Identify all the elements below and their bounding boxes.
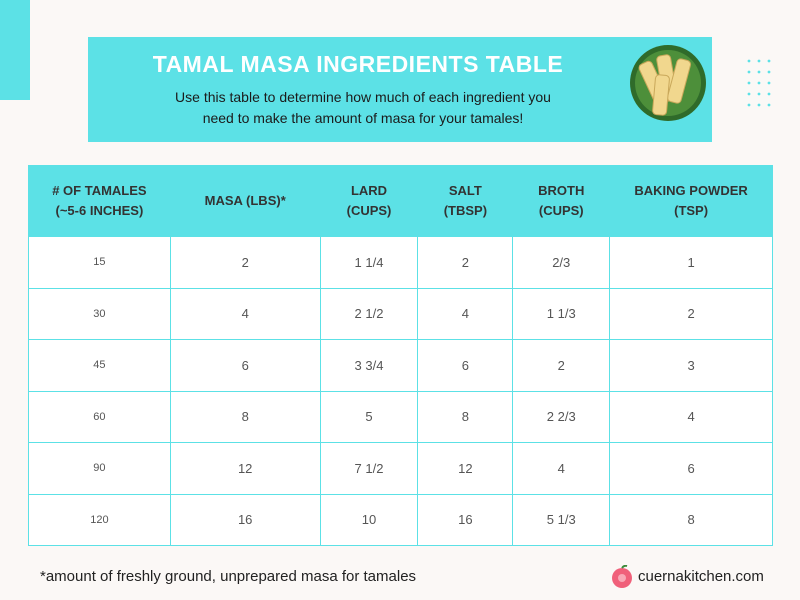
table-cell: 3 3/4 bbox=[319, 339, 419, 392]
table-cell: 16 bbox=[169, 493, 321, 546]
table-cell: 90 bbox=[28, 442, 171, 495]
column-header: SALT (TBSP) bbox=[417, 165, 514, 237]
table-cell: 2 bbox=[512, 339, 611, 392]
table-cell: 10 bbox=[319, 493, 419, 546]
table-cell: 2/3 bbox=[512, 236, 611, 289]
table-cell: 2 2/3 bbox=[512, 390, 611, 443]
table-row: 90 12 7 1/2 12 4 6 bbox=[28, 442, 773, 495]
header-line: # OF TAMALES bbox=[52, 183, 147, 198]
site-name: cuernakitchen.com bbox=[638, 568, 764, 585]
tamale-illustration bbox=[630, 45, 706, 121]
dot-pattern bbox=[747, 59, 771, 107]
table-cell: 5 1/3 bbox=[512, 493, 611, 546]
column-header: # OF TAMALES (~5-6 INCHES) bbox=[28, 165, 171, 237]
table-cell: 15 bbox=[28, 236, 171, 289]
table-cell: 45 bbox=[28, 339, 171, 392]
header-line: SALT bbox=[448, 183, 482, 198]
table-cell: 2 bbox=[169, 236, 321, 289]
table-cell: 5 bbox=[319, 390, 419, 443]
table-cell: 4 bbox=[169, 287, 321, 340]
header-line: (CUPS) bbox=[346, 203, 392, 218]
table-cell: 1 bbox=[609, 236, 773, 289]
table-cell: 2 bbox=[609, 287, 773, 340]
corner-accent bbox=[0, 0, 30, 100]
table-cell: 8 bbox=[169, 390, 321, 443]
footnote: *amount of freshly ground, unprepared ma… bbox=[40, 568, 417, 585]
table-row: 120 16 10 16 5 1/3 8 bbox=[28, 493, 773, 546]
header-line: (TBSP) bbox=[443, 203, 488, 218]
table-body: 15 2 1 1/4 2 2/3 1 30 4 2 1/2 4 1 1/3 2 45 6 3 3/4 6 2 3 6… bbox=[28, 236, 773, 546]
title: TAMAL MASA INGREDIENTS TABLE bbox=[152, 51, 564, 77]
header-line: (CUPS) bbox=[538, 203, 584, 218]
table-cell: 30 bbox=[28, 287, 171, 340]
header-line: BAKING POWDER bbox=[634, 183, 748, 198]
subtitle: Use this table to determine how much of … bbox=[175, 89, 551, 126]
table-cell: 12 bbox=[417, 442, 514, 495]
header-banner: TAMAL MASA INGREDIENTS TABLE Use this ta… bbox=[88, 37, 712, 142]
table-cell: 16 bbox=[417, 493, 514, 546]
table-cell: 2 1/2 bbox=[319, 287, 419, 340]
table-cell: 60 bbox=[28, 390, 171, 443]
header-line: (~5-6 INCHES) bbox=[55, 203, 144, 218]
table-cell: 7 1/2 bbox=[319, 442, 419, 495]
table-cell: 120 bbox=[28, 493, 171, 546]
ingredients-table: # OF TAMALES (~5-6 INCHES) MASA (LBS)* LARD… bbox=[28, 165, 773, 546]
column-header: MASA (LBS)* bbox=[169, 165, 321, 237]
header-row: # OF TAMALES (~5-6 INCHES) MASA (LBS)* LARD… bbox=[28, 165, 773, 237]
column-header: LARD (CUPS) bbox=[319, 165, 419, 237]
table-cell: 2 bbox=[417, 236, 514, 289]
table-cell: 6 bbox=[169, 339, 321, 392]
column-header: BAKING POWDER (TSP) bbox=[609, 165, 773, 237]
table-cell: 4 bbox=[512, 442, 611, 495]
header-line: LARD bbox=[350, 183, 388, 198]
table-cell: 8 bbox=[609, 493, 773, 546]
column-header: BROTH (CUPS) bbox=[512, 165, 611, 237]
table-row: 15 2 1 1/4 2 2/3 1 bbox=[28, 236, 773, 289]
table-cell: 4 bbox=[609, 390, 773, 443]
table-cell: 12 bbox=[169, 442, 321, 495]
table-row: 60 8 5 8 2 2/3 4 bbox=[28, 390, 773, 443]
table-row: 30 4 2 1/2 4 1 1/3 2 bbox=[28, 287, 773, 340]
logo bbox=[612, 565, 632, 588]
table-cell: 1 1/4 bbox=[319, 236, 419, 289]
table-cell: 4 bbox=[417, 287, 514, 340]
table-cell: 6 bbox=[609, 442, 773, 495]
header-line: MASA (LBS)* bbox=[204, 193, 286, 208]
table-row: 45 6 3 3/4 6 2 3 bbox=[28, 339, 773, 392]
table-cell: 1 1/3 bbox=[512, 287, 611, 340]
table-cell: 6 bbox=[417, 339, 514, 392]
table-cell: 8 bbox=[417, 390, 514, 443]
header-line: (TSP) bbox=[674, 203, 709, 218]
table-cell: 3 bbox=[609, 339, 773, 392]
header-line: BROTH bbox=[538, 183, 585, 198]
